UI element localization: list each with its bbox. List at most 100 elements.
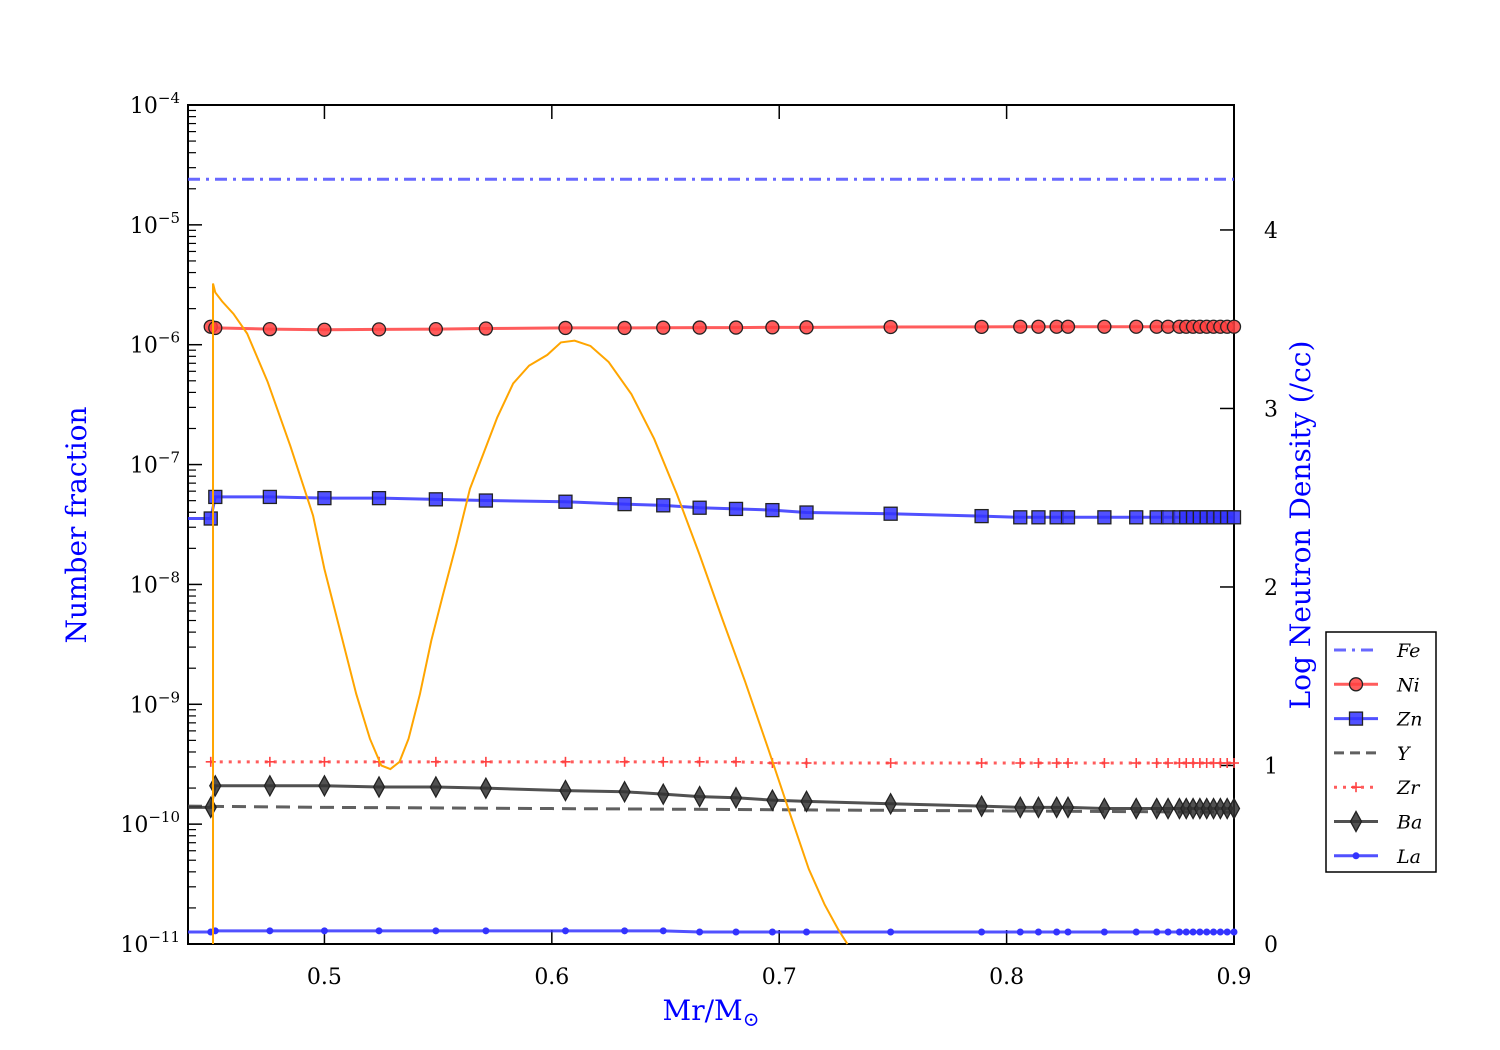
data-point-la bbox=[432, 927, 440, 935]
data-point-zn bbox=[1031, 510, 1046, 525]
legend-item-la: La bbox=[1334, 846, 1421, 868]
data-point-ba bbox=[1129, 797, 1143, 820]
data-point-ni bbox=[799, 320, 814, 335]
data-point-ni bbox=[371, 322, 387, 337]
data-point-ni bbox=[1013, 319, 1028, 334]
data-point-la bbox=[803, 928, 811, 936]
y-left-tick-label: 10−8 bbox=[130, 568, 180, 598]
data-point-la bbox=[887, 928, 895, 936]
data-point-la bbox=[1053, 928, 1061, 936]
data-point-ni bbox=[617, 320, 632, 336]
series-ni bbox=[203, 319, 1242, 337]
data-point-ba bbox=[1061, 796, 1075, 819]
y-right-tick-label: 2 bbox=[1264, 576, 1278, 601]
data-point-la bbox=[482, 927, 490, 935]
data-point-zn bbox=[656, 498, 671, 513]
x-tick-label: 0.7 bbox=[762, 965, 797, 990]
data-point-ni bbox=[208, 320, 223, 336]
data-point-zn bbox=[799, 505, 814, 520]
data-point-zn bbox=[765, 502, 780, 518]
data-point-ba bbox=[479, 776, 493, 800]
y-left-tick-label: 10−6 bbox=[130, 329, 180, 359]
data-point-zn bbox=[1097, 510, 1112, 525]
data-point-la bbox=[659, 927, 667, 935]
data-point-zr bbox=[319, 756, 330, 767]
x-axis-title: Mr/M⊙ bbox=[663, 994, 760, 1031]
y-right-tick-label: 3 bbox=[1264, 397, 1278, 422]
tick-labels: 0.5 0.6 0.7 0.8 0.9 10−4 10−5 10−6 10−7 10−8 10−9 1… bbox=[120, 89, 1278, 990]
data-point-la bbox=[375, 927, 383, 935]
data-point-ba bbox=[318, 774, 331, 798]
series-line-y bbox=[187, 804, 1235, 814]
x-tick-label: 0.5 bbox=[307, 965, 342, 990]
data-point-zr bbox=[1015, 758, 1026, 769]
data-point-ba bbox=[1032, 796, 1045, 819]
data-point-la bbox=[1189, 928, 1197, 936]
data-point-ba bbox=[1014, 796, 1027, 819]
legend-label-la: La bbox=[1396, 846, 1421, 868]
data-point-zr bbox=[658, 756, 669, 767]
plot-frame bbox=[187, 104, 1235, 945]
data-point-ni bbox=[692, 320, 707, 335]
data-point-ba bbox=[693, 785, 706, 808]
legend-marker-ni bbox=[1348, 677, 1364, 692]
data-point-ni bbox=[656, 320, 671, 335]
data-point-ni bbox=[1060, 319, 1076, 334]
y-left-tick-label: 10−10 bbox=[120, 808, 180, 838]
legend-item-fe: Fe bbox=[1334, 640, 1420, 662]
data-point-ba bbox=[559, 779, 572, 802]
legend-item-zr: Zr bbox=[1334, 777, 1421, 799]
x-tick-label: 0.6 bbox=[534, 965, 569, 990]
data-point-ni bbox=[728, 320, 744, 335]
data-point-la bbox=[1216, 928, 1224, 936]
data-point-zr bbox=[619, 756, 630, 767]
data-point-zr bbox=[264, 756, 275, 767]
data-point-ni bbox=[883, 319, 898, 335]
data-point-ni bbox=[262, 321, 278, 337]
y-right-tick-label: 0 bbox=[1264, 933, 1278, 958]
data-point-ba bbox=[766, 788, 779, 812]
data-point-zn bbox=[883, 506, 898, 521]
data-point-ba bbox=[1161, 797, 1175, 820]
data-point-zr bbox=[731, 756, 742, 767]
data-point-ba bbox=[1098, 797, 1111, 820]
plot-area bbox=[187, 104, 1242, 945]
data-point-ni bbox=[1031, 319, 1046, 334]
series-zr bbox=[205, 756, 1239, 769]
data-point-la bbox=[1230, 928, 1238, 936]
data-point-la bbox=[1164, 928, 1172, 936]
series-line-ba bbox=[188, 784, 1234, 811]
data-point-ni bbox=[974, 319, 989, 335]
data-point-ba bbox=[729, 786, 743, 810]
y-right-tick-label: 1 bbox=[1264, 754, 1278, 779]
data-point-la bbox=[1196, 928, 1204, 936]
series-line-ni bbox=[210, 325, 1234, 332]
data-point-ni bbox=[1097, 319, 1112, 334]
data-point-zn bbox=[692, 500, 707, 515]
legend-marker-la bbox=[1352, 852, 1360, 860]
data-point-zn bbox=[208, 489, 223, 505]
series-layer bbox=[187, 177, 1242, 945]
data-point-la bbox=[1153, 928, 1161, 936]
legend-box bbox=[1325, 631, 1437, 873]
data-point-zn bbox=[974, 508, 989, 524]
data-point-ba bbox=[263, 774, 277, 798]
data-point-zn bbox=[1226, 510, 1242, 525]
data-point-ba bbox=[884, 792, 897, 816]
data-point-zr bbox=[1051, 758, 1062, 769]
data-point-la bbox=[621, 927, 629, 935]
legend-item-ba: Ba bbox=[1334, 810, 1422, 834]
data-point-zr bbox=[1063, 758, 1074, 769]
series-line-zr bbox=[210, 760, 1234, 765]
series-zn bbox=[188, 489, 1242, 526]
legend-label-zr: Zr bbox=[1396, 777, 1421, 799]
data-point-la bbox=[696, 928, 704, 936]
legend-item-y: Y bbox=[1334, 743, 1412, 765]
data-point-zr bbox=[801, 758, 812, 769]
data-point-zr bbox=[1151, 758, 1162, 769]
data-point-zr bbox=[560, 756, 571, 767]
data-point-zr bbox=[205, 756, 216, 767]
data-point-la bbox=[978, 928, 986, 936]
data-point-la bbox=[561, 927, 569, 935]
data-point-ba bbox=[800, 790, 813, 813]
